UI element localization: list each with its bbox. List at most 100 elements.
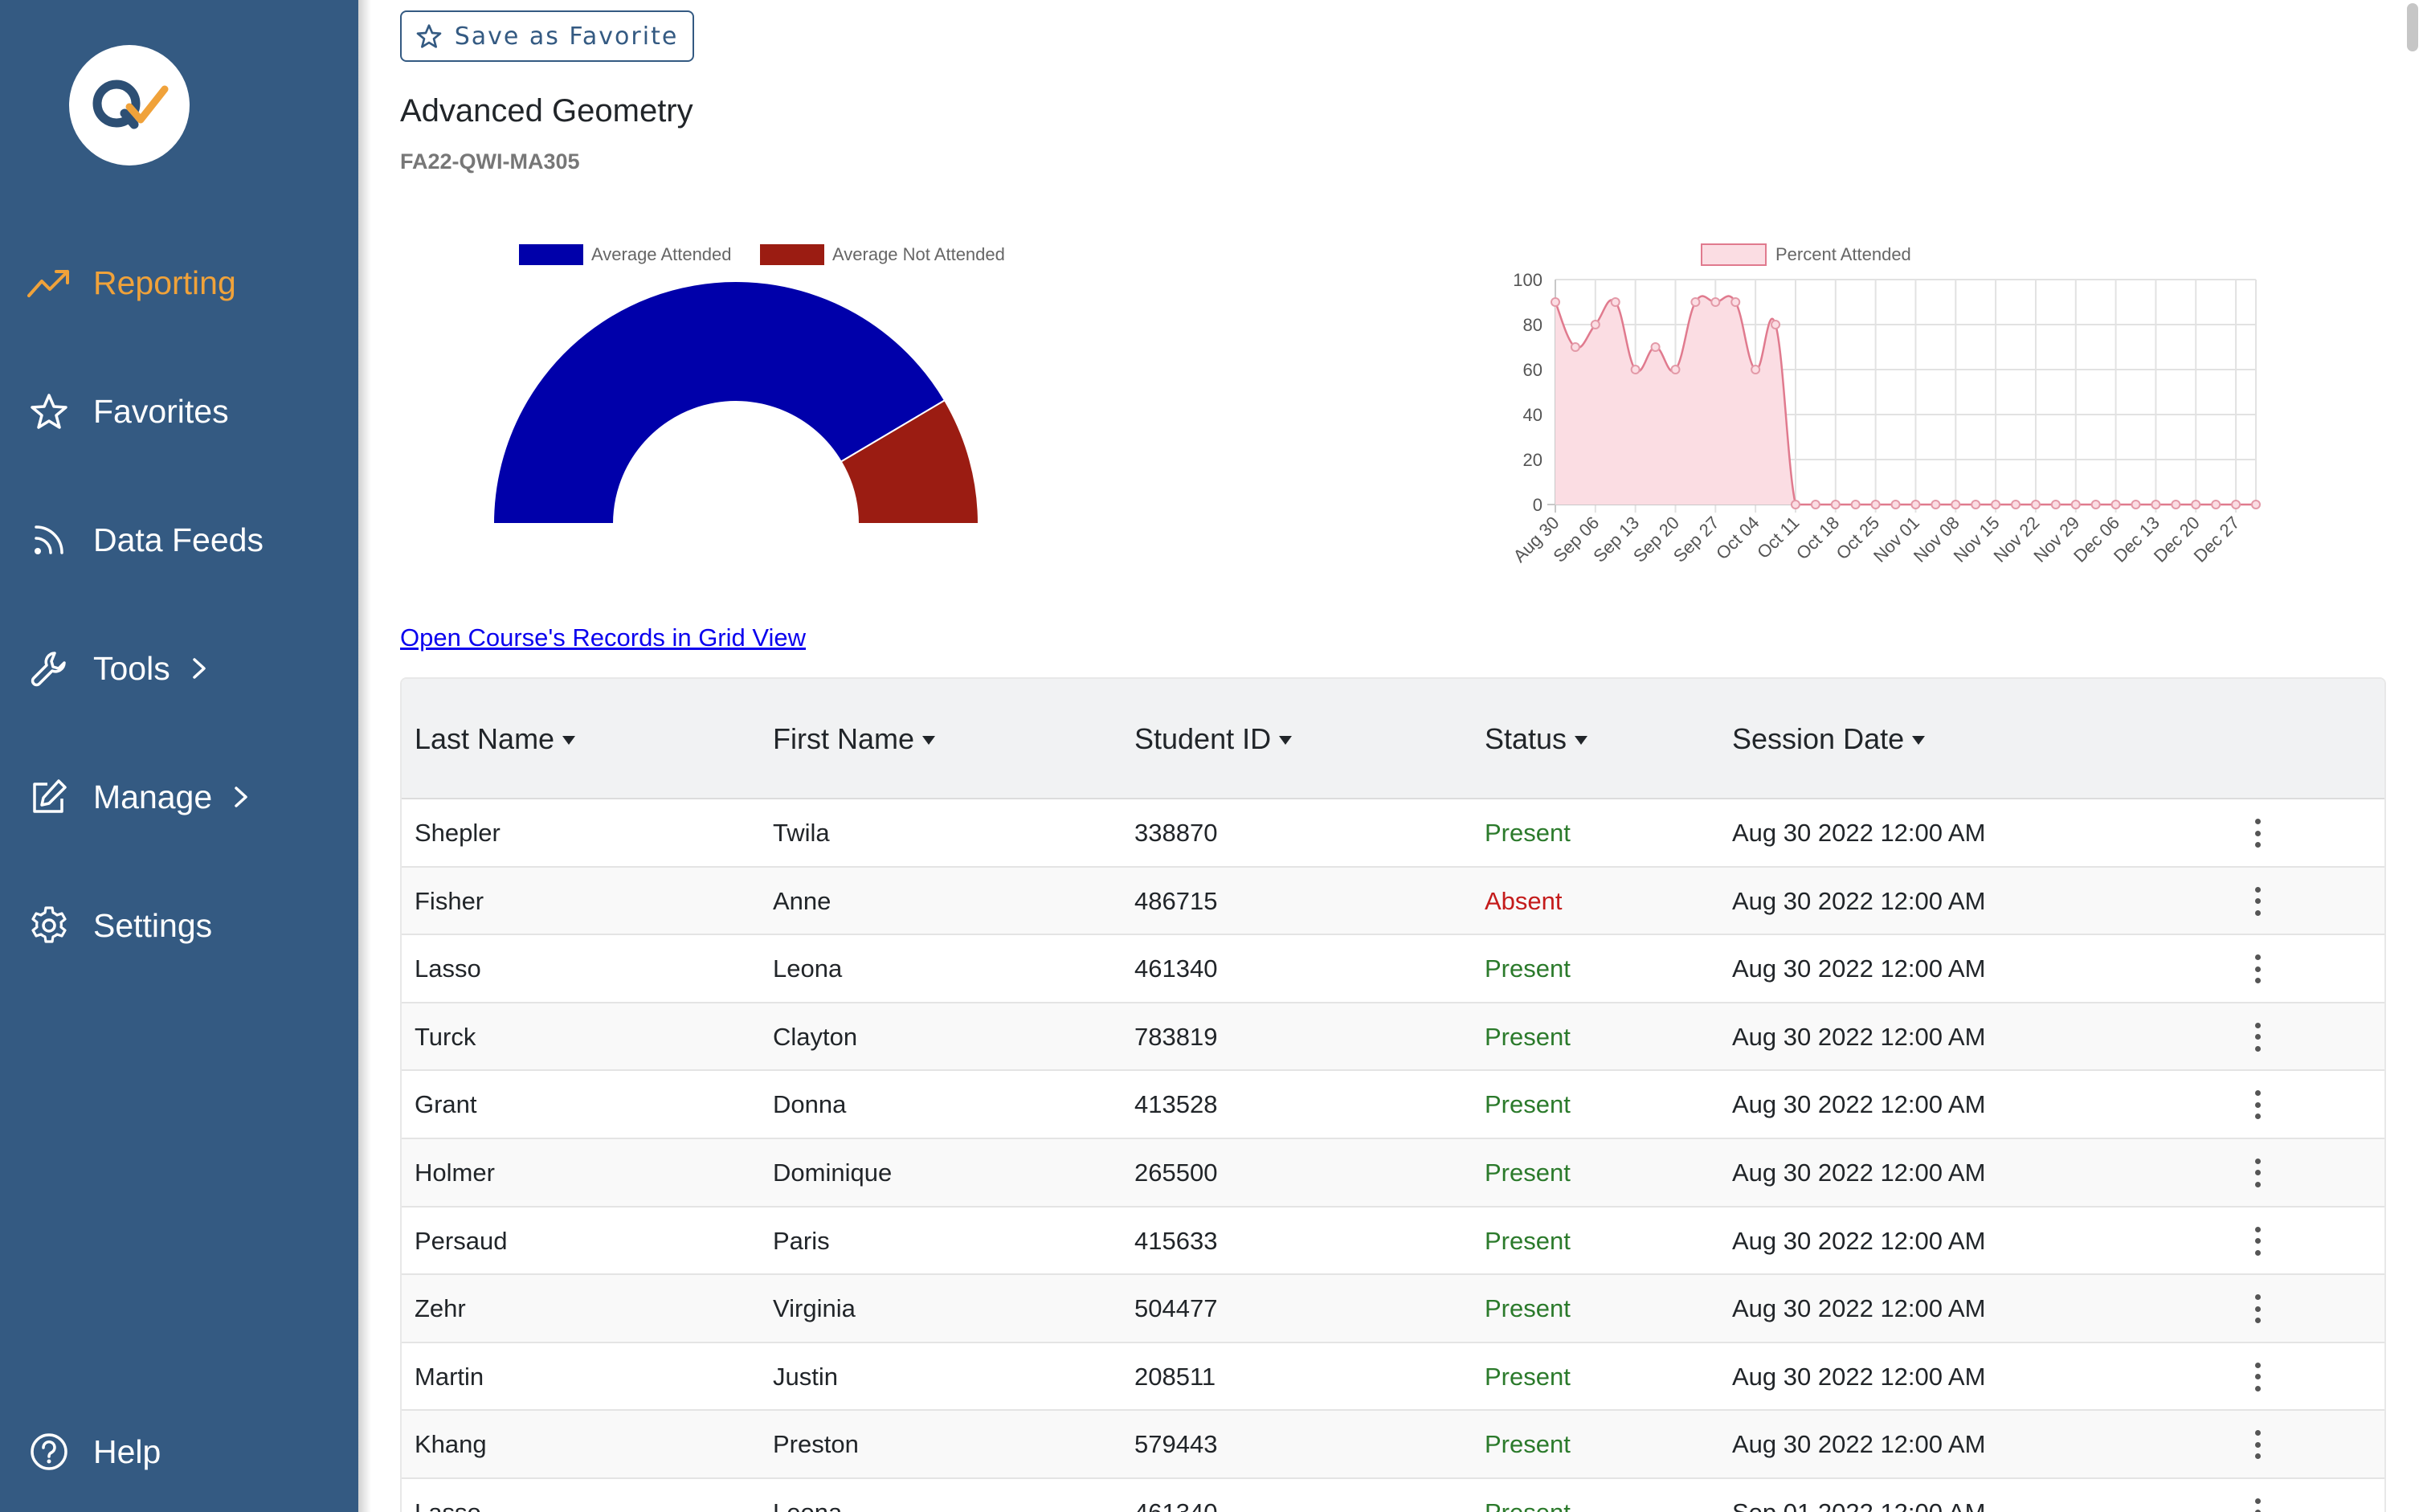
data-point <box>1570 342 1580 352</box>
column-header-student-id[interactable]: Student ID <box>1134 679 1293 799</box>
row-actions-kebab-icon[interactable] <box>2241 1157 2274 1189</box>
table-row[interactable]: Grant Donna 413528 Present Aug 30 2022 12:00… <box>402 1071 2384 1139</box>
data-point <box>1931 500 1941 509</box>
cell-first-name: Donna <box>773 1090 847 1119</box>
cell-session-date: Aug 30 2022 12:00 AM <box>1732 1294 1986 1323</box>
data-point <box>1790 500 1800 509</box>
cell-status: Present <box>1485 1294 1571 1323</box>
cell-first-name: Leona <box>773 1479 842 1512</box>
x-tick-label: Dec 27 <box>2190 513 2244 566</box>
sidebar-item-label: Tools <box>93 649 170 687</box>
cell-status: Present <box>1485 1090 1571 1119</box>
cell-last-name: Lasso <box>415 954 481 983</box>
data-point <box>1630 365 1641 374</box>
cell-session-date: Sep 01 2022 12:00 AM <box>1732 1479 1985 1512</box>
row-actions-kebab-icon[interactable] <box>2241 1293 2274 1325</box>
cell-session-date: Aug 30 2022 12:00 AM <box>1732 1430 1986 1459</box>
column-header-status[interactable]: Status <box>1485 679 1588 799</box>
table-row[interactable]: Persaud Paris 415633 Present Aug 30 2022 12:… <box>402 1208 2384 1276</box>
y-tick-label: 40 <box>1523 405 1542 425</box>
app-logo[interactable] <box>69 45 190 166</box>
column-header-last-name[interactable]: Last Name <box>415 679 576 799</box>
y-tick-label: 0 <box>1533 495 1542 515</box>
sidebar-item-data-feeds[interactable]: Data Feeds <box>27 508 264 572</box>
data-point <box>1690 297 1701 307</box>
table-row[interactable]: Lasso Leona 461340 Present Sep 01 2022 12:00… <box>402 1479 2384 1512</box>
sidebar-item-manage[interactable]: Manage <box>27 765 257 829</box>
cell-last-name: Martin <box>415 1362 484 1391</box>
save-as-favorite-button[interactable]: Save as Favorite <box>400 10 694 62</box>
data-point <box>1751 365 1761 374</box>
sidebar-item-tools[interactable]: Tools <box>27 636 215 701</box>
data-point <box>1771 320 1781 329</box>
page-scrollbar[interactable] <box>2407 3 2418 51</box>
help-circle-icon <box>27 1430 71 1473</box>
sidebar: Reporting Favorites Data Feeds Tools Man… <box>0 0 358 1512</box>
sidebar-item-label: Favorites <box>93 392 229 430</box>
data-point <box>1910 500 1921 509</box>
row-actions-kebab-icon[interactable] <box>2241 1089 2274 1121</box>
data-point <box>2030 500 2041 509</box>
data-point <box>1670 365 1681 374</box>
row-actions-kebab-icon[interactable] <box>2241 1021 2274 1053</box>
x-tick-label: Oct 04 <box>1712 513 1763 564</box>
table-row[interactable]: Lasso Leona 461340 Present Aug 30 2022 12:00… <box>402 935 2384 1003</box>
sidebar-item-help[interactable]: Help <box>27 1420 161 1484</box>
cell-first-name: Clayton <box>773 1022 858 1051</box>
course-code: FA22-QWI-MA305 <box>400 149 580 174</box>
cell-session-date: Aug 30 2022 12:00 AM <box>1732 1226 1986 1255</box>
table-row[interactable]: Fisher Anne 486715 Absent Aug 30 2022 12:00 … <box>402 867 2384 936</box>
row-actions-kebab-icon[interactable] <box>2241 1497 2274 1512</box>
data-point <box>1830 500 1841 509</box>
data-point <box>2151 500 2161 509</box>
column-header-session-date[interactable]: Session Date <box>1732 679 1926 799</box>
main-content: Save as Favorite Advanced Geometry FA22-… <box>358 0 2423 1512</box>
column-label: Status <box>1485 722 1567 755</box>
cell-status: Present <box>1485 954 1571 983</box>
table-row[interactable]: Turck Clayton 783819 Present Aug 30 2022 12:… <box>402 1003 2384 1072</box>
table-row[interactable]: Zehr Virginia 504477 Present Aug 30 2022 12:… <box>402 1275 2384 1343</box>
cell-last-name: Khang <box>415 1430 487 1459</box>
data-point <box>1710 297 1721 307</box>
data-point <box>1650 342 1661 352</box>
cell-status: Present <box>1485 1430 1571 1459</box>
cell-student-id: 504477 <box>1134 1294 1218 1323</box>
cell-status: Present <box>1485 1226 1571 1255</box>
sort-caret-icon <box>562 735 576 745</box>
logo-q-check-icon <box>92 80 169 129</box>
table-row[interactable]: Khang Preston 579443 Present Aug 30 2022 12:… <box>402 1411 2384 1479</box>
table-row[interactable]: Martin Justin 208511 Present Aug 30 2022 12:… <box>402 1343 2384 1412</box>
column-header-first-name[interactable]: First Name <box>773 679 936 799</box>
data-point <box>1590 320 1600 329</box>
row-actions-kebab-icon[interactable] <box>2241 885 2274 917</box>
cell-student-id: 413528 <box>1134 1090 1218 1119</box>
table-row[interactable]: Holmer Dominique 265500 Present Aug 30 2022 … <box>402 1138 2384 1208</box>
data-point <box>1730 297 1741 307</box>
row-actions-kebab-icon[interactable] <box>2241 817 2274 849</box>
sidebar-shadow <box>358 0 371 1512</box>
cell-last-name: Turck <box>415 1022 476 1051</box>
cell-last-name: Lasso <box>415 1479 481 1512</box>
data-point <box>1551 297 1560 307</box>
cell-session-date: Aug 30 2022 12:00 AM <box>1732 886 1986 915</box>
table-row[interactable]: Shepler Twila 338870 Present Aug 30 2022 12:… <box>402 799 2384 868</box>
cell-student-id: 486715 <box>1134 886 1218 915</box>
row-actions-kebab-icon[interactable] <box>2241 1225 2274 1257</box>
cell-session-date: Aug 30 2022 12:00 AM <box>1732 1158 1986 1187</box>
sidebar-item-reporting[interactable]: Reporting <box>27 251 236 315</box>
records-table: Last Name First Name Student ID Status S… <box>400 677 2386 1512</box>
legend-swatch <box>1701 243 1767 266</box>
legend-label: Average Not Attended <box>832 244 1005 264</box>
row-actions-kebab-icon[interactable] <box>2241 1428 2274 1461</box>
column-label: Last Name <box>415 722 555 755</box>
open-grid-view-link[interactable]: Open Course's Records in Grid View <box>400 623 807 652</box>
data-point <box>1850 500 1861 509</box>
table-header: Last Name First Name Student ID Status S… <box>402 679 2384 799</box>
row-actions-kebab-icon[interactable] <box>2241 953 2274 985</box>
sidebar-item-label: Help <box>93 1432 161 1470</box>
sidebar-item-settings[interactable]: Settings <box>27 893 212 958</box>
sidebar-item-favorites[interactable]: Favorites <box>27 379 229 443</box>
sidebar-item-label: Data Feeds <box>93 521 264 558</box>
row-actions-kebab-icon[interactable] <box>2241 1361 2274 1393</box>
data-point <box>1991 500 2001 509</box>
